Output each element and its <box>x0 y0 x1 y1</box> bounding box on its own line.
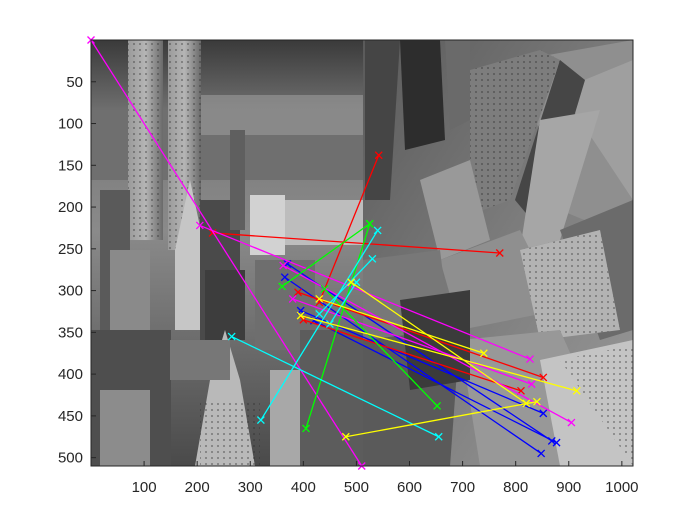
match-point <box>280 273 289 282</box>
match-line <box>329 281 357 325</box>
y-tick-labels: 50 100 150 200 250 300 350 400 450 500 <box>58 74 96 467</box>
match-point <box>302 424 310 433</box>
match-point <box>294 288 302 297</box>
match-line <box>324 288 438 407</box>
axes: 100 200 300 400 500 600 700 800 900 1000 50 100 150… <box>58 39 639 496</box>
match-line <box>297 291 544 379</box>
match-line <box>345 401 538 438</box>
x-tick-label: 100 <box>132 479 157 496</box>
match-point <box>278 282 287 291</box>
match-point <box>433 401 442 410</box>
match-point <box>567 418 576 427</box>
x-tick-label: 700 <box>450 479 475 496</box>
match-line <box>231 335 439 438</box>
match-line <box>303 319 522 392</box>
x-tick-label: 400 <box>291 479 316 496</box>
y-tick-label: 300 <box>58 283 83 300</box>
match-line <box>281 223 371 287</box>
match-point <box>368 254 377 263</box>
match-point <box>296 311 305 320</box>
match-point <box>552 438 561 447</box>
y-tick-label: 450 <box>58 408 83 425</box>
x-tick-label: 300 <box>238 479 263 496</box>
match-line <box>318 258 373 315</box>
match-line <box>260 230 379 421</box>
y-tick-label: 150 <box>58 157 83 174</box>
match-point <box>373 226 382 235</box>
match-line <box>300 315 577 392</box>
match-point <box>495 249 504 257</box>
match-point <box>572 386 581 395</box>
y-tick-label: 350 <box>58 324 83 341</box>
y-tick-label: 100 <box>58 116 83 133</box>
city-photo <box>91 40 633 466</box>
match-line <box>287 263 553 442</box>
match-point <box>341 432 350 441</box>
match-point <box>320 284 329 293</box>
match-point <box>288 294 297 303</box>
x-tick-label: 800 <box>503 479 528 496</box>
x-tick-label: 900 <box>556 479 581 496</box>
match-line <box>313 320 557 444</box>
y-tick-label: 500 <box>58 450 83 467</box>
plot-frame <box>90 39 634 467</box>
match-point <box>479 349 488 358</box>
match-line <box>284 276 542 455</box>
match-line <box>212 232 500 254</box>
match-point <box>227 332 236 341</box>
match-point <box>365 219 374 228</box>
match-point <box>315 294 324 303</box>
x-tick-labels: 100 200 300 400 500 600 700 800 900 1000 <box>132 461 639 496</box>
match-point <box>374 151 383 160</box>
y-tick-label: 250 <box>58 241 83 258</box>
match-line <box>319 298 485 354</box>
x-tick-label: 600 <box>397 479 422 496</box>
y-tick-label: 200 <box>58 199 83 216</box>
match-line <box>282 264 572 424</box>
match-point <box>539 373 548 382</box>
match-point <box>434 432 443 441</box>
match-line <box>292 298 532 385</box>
match-point <box>195 221 204 230</box>
match-point <box>315 310 324 318</box>
match-point <box>347 278 356 287</box>
match-point <box>532 397 541 406</box>
x-tick-label: 200 <box>185 479 210 496</box>
x-tick-label: 1000 <box>605 479 638 496</box>
match-point <box>526 355 534 364</box>
match-point <box>537 449 546 458</box>
match-line <box>350 281 527 404</box>
match-lines <box>87 36 581 470</box>
match-point <box>522 399 531 408</box>
y-tick-label: 50 <box>66 74 83 91</box>
match-point <box>539 409 548 418</box>
y-tick-label: 400 <box>58 366 83 383</box>
x-tick-label: 500 <box>344 479 369 496</box>
match-point <box>256 416 265 425</box>
match-point <box>279 261 288 270</box>
match-point <box>527 380 536 389</box>
match-line <box>300 310 544 414</box>
